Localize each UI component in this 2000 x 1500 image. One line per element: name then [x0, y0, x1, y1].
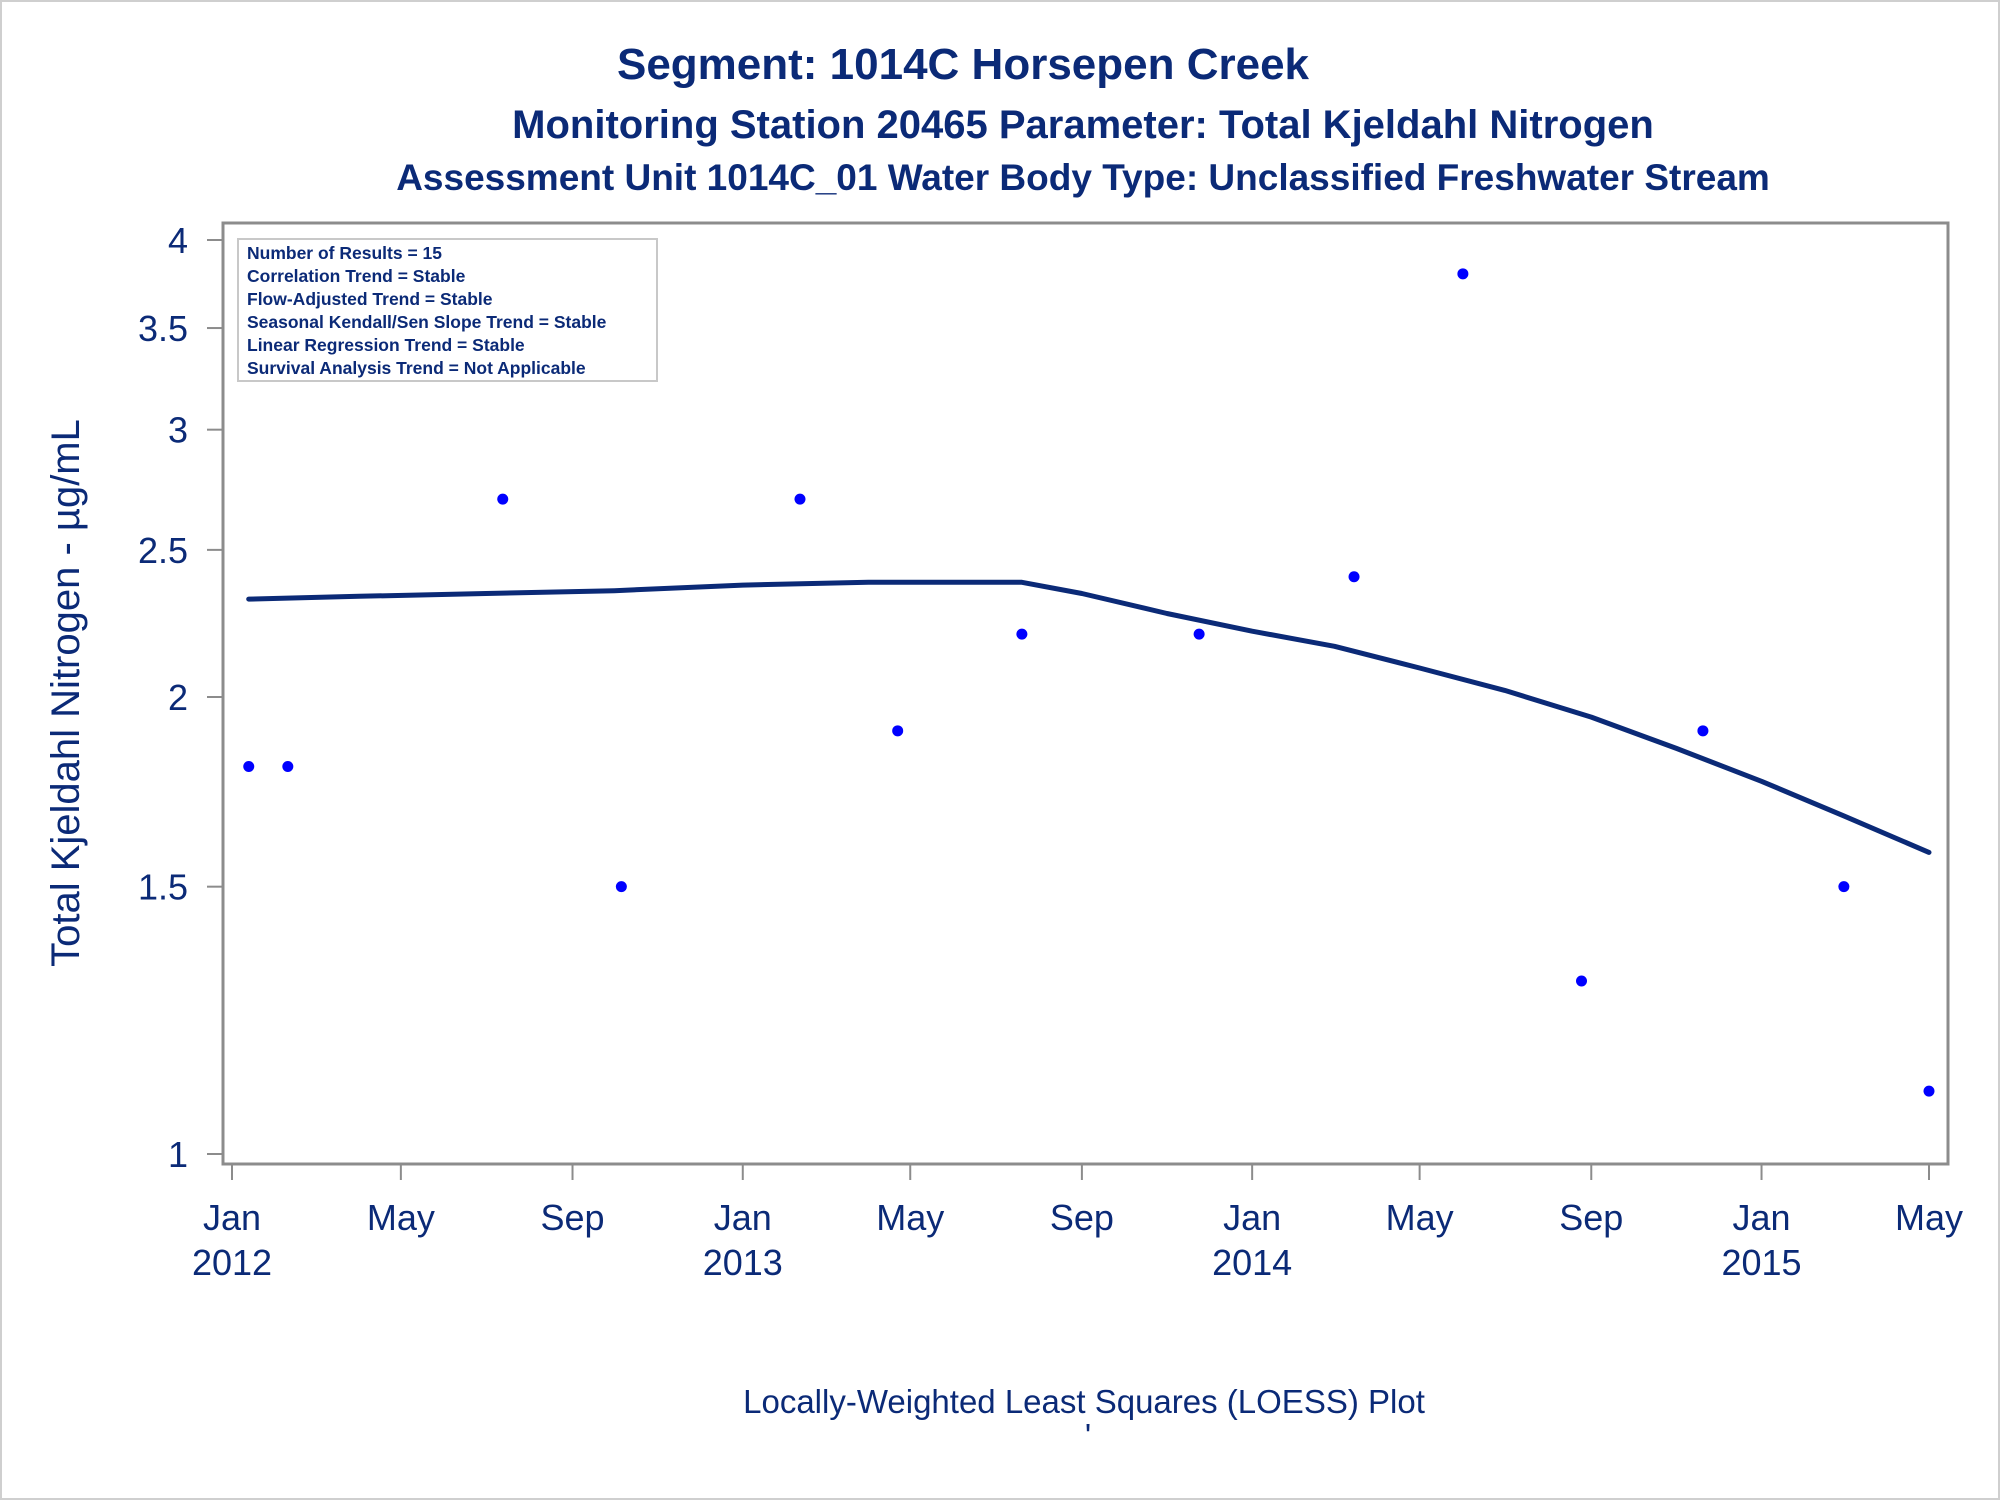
x-tick-label: May — [876, 1197, 944, 1238]
chart-subtitle-1: Monitoring Station 20465 Parameter: Tota… — [512, 103, 1654, 147]
data-point — [243, 760, 255, 772]
data-point — [282, 760, 294, 772]
data-point — [892, 725, 904, 737]
y-axis: 1 1.5 2 2.5 3 3.5 4 — [138, 220, 223, 1175]
data-point — [1016, 628, 1028, 640]
x-tick-label: Jan — [1733, 1197, 1791, 1238]
data-point — [1838, 881, 1850, 893]
data-point — [1923, 1085, 1935, 1097]
x-tick-label: Jan — [714, 1197, 772, 1238]
x-tick-year-label: 2012 — [192, 1242, 272, 1283]
legend-line-3: Flow-Adjusted Trend = Stable — [247, 289, 493, 309]
chart-subtitle-2: Assessment Unit 1014C_01 Water Body Type… — [396, 157, 1770, 198]
x-tick-label: May — [1386, 1197, 1454, 1238]
data-point — [497, 493, 509, 505]
x-tick-label: May — [367, 1197, 435, 1238]
legend-line-2: Correlation Trend = Stable — [247, 266, 466, 286]
y-axis-label: Total Kjeldahl Nitrogen - µg/mL — [44, 419, 88, 967]
legend-line-5: Linear Regression Trend = Stable — [247, 335, 525, 355]
x-tick-year-label: 2013 — [703, 1242, 783, 1283]
y-tick-label: 3.5 — [138, 308, 188, 349]
x-tick-year-label: 2014 — [1212, 1242, 1292, 1283]
y-tick-label: 4 — [168, 220, 188, 261]
y-tick-label: 2 — [168, 677, 188, 718]
footnote: Locally-Weighted Least Squares (LOESS) P… — [743, 1383, 1425, 1420]
y-tick-label: 1 — [168, 1134, 188, 1175]
legend-frame — [237, 238, 658, 382]
x-tick-label: Sep — [1050, 1197, 1114, 1238]
data-point — [615, 881, 627, 893]
data-point — [1193, 628, 1205, 640]
data-point — [1457, 268, 1469, 280]
y-tick-label: 2.5 — [138, 530, 188, 571]
chart-title: Segment: 1014C Horsepen Creek — [617, 40, 1310, 89]
data-point — [1697, 725, 1709, 737]
loess-series — [246, 579, 1932, 855]
x-tick-year-label: 2015 — [1721, 1242, 1801, 1283]
x-tick-label: Sep — [1559, 1197, 1623, 1238]
data-point — [1576, 975, 1588, 987]
footnote-mark: ' — [1085, 1417, 1091, 1454]
x-tick-label: Sep — [540, 1197, 604, 1238]
legend-line-4: Seasonal Kendall/Sen Slope Trend = Stabl… — [247, 312, 607, 332]
x-tick-label: May — [1895, 1197, 1963, 1238]
data-point — [1348, 571, 1360, 583]
loess-line — [246, 579, 1932, 855]
x-tick-label: Jan — [203, 1197, 261, 1238]
legend-line-6: Survival Analysis Trend = Not Applicable — [247, 358, 586, 378]
legend-box: Number of Results = 15 Correlation Trend… — [237, 238, 658, 382]
y-tick-label: 1.5 — [138, 867, 188, 908]
x-tick-label: Jan — [1223, 1197, 1281, 1238]
legend-line-1: Number of Results = 15 — [247, 243, 442, 263]
data-point — [794, 493, 806, 505]
y-tick-label: 3 — [168, 410, 188, 451]
